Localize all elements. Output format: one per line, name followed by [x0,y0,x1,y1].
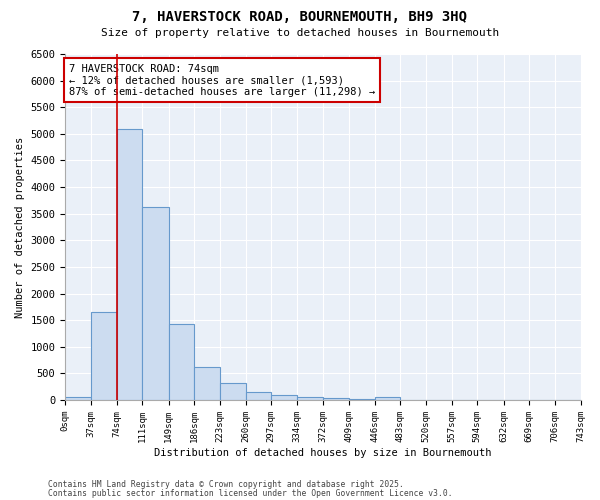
X-axis label: Distribution of detached houses by size in Bournemouth: Distribution of detached houses by size … [154,448,491,458]
Y-axis label: Number of detached properties: Number of detached properties [15,136,25,318]
Bar [297,398,323,400]
Bar [349,399,374,400]
Bar [116,128,142,400]
Bar [323,398,349,400]
Text: Size of property relative to detached houses in Bournemouth: Size of property relative to detached ho… [101,28,499,38]
Bar [374,398,400,400]
Bar [91,312,116,400]
Bar [245,392,271,400]
Bar [65,397,91,400]
Bar [169,324,194,400]
Bar [194,367,220,400]
Text: 7, HAVERSTOCK ROAD, BOURNEMOUTH, BH9 3HQ: 7, HAVERSTOCK ROAD, BOURNEMOUTH, BH9 3HQ [133,10,467,24]
Text: 7 HAVERSTOCK ROAD: 74sqm
← 12% of detached houses are smaller (1,593)
87% of sem: 7 HAVERSTOCK ROAD: 74sqm ← 12% of detach… [69,64,375,97]
Text: Contains HM Land Registry data © Crown copyright and database right 2025.: Contains HM Land Registry data © Crown c… [48,480,404,489]
Bar [142,208,169,400]
Bar [220,384,245,400]
Bar [271,395,297,400]
Text: Contains public sector information licensed under the Open Government Licence v3: Contains public sector information licen… [48,488,452,498]
